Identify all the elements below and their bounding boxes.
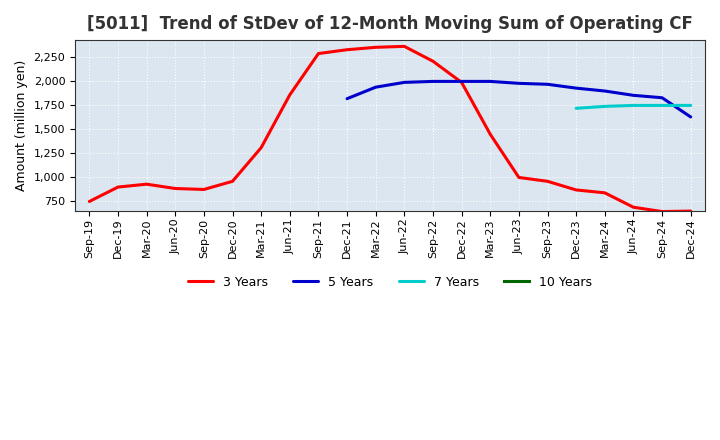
3 Years [285, 92, 294, 98]
5 Years [686, 114, 695, 120]
7 Years [600, 104, 609, 109]
5 Years [343, 96, 351, 101]
5 Years [457, 79, 466, 84]
3 Years [600, 190, 609, 195]
3 Years [171, 186, 179, 191]
3 Years [543, 179, 552, 184]
3 Years [629, 205, 638, 210]
3 Years [143, 182, 151, 187]
3 Years [114, 184, 122, 190]
5 Years [543, 82, 552, 87]
Line: 3 Years: 3 Years [89, 46, 690, 212]
5 Years [400, 80, 409, 85]
3 Years [343, 47, 351, 52]
7 Years [658, 103, 667, 108]
3 Years [572, 187, 580, 193]
3 Years [372, 45, 380, 50]
3 Years [228, 179, 237, 184]
3 Years [199, 187, 208, 192]
5 Years [629, 93, 638, 98]
3 Years [85, 199, 94, 204]
5 Years [572, 85, 580, 91]
3 Years [515, 175, 523, 180]
3 Years [257, 145, 266, 150]
3 Years [314, 51, 323, 56]
5 Years [515, 81, 523, 86]
3 Years [428, 59, 437, 64]
7 Years [686, 103, 695, 108]
Title: [5011]  Trend of StDev of 12-Month Moving Sum of Operating CF: [5011] Trend of StDev of 12-Month Moving… [87, 15, 693, 33]
3 Years [686, 209, 695, 214]
3 Years [486, 132, 495, 137]
Line: 7 Years: 7 Years [576, 106, 690, 108]
5 Years [486, 79, 495, 84]
7 Years [572, 106, 580, 111]
5 Years [372, 84, 380, 90]
Line: 5 Years: 5 Years [347, 81, 690, 117]
3 Years [400, 44, 409, 49]
7 Years [629, 103, 638, 108]
5 Years [428, 79, 437, 84]
3 Years [658, 209, 667, 214]
5 Years [600, 88, 609, 94]
5 Years [658, 95, 667, 100]
Y-axis label: Amount (million yen): Amount (million yen) [15, 60, 28, 191]
Legend: 3 Years, 5 Years, 7 Years, 10 Years: 3 Years, 5 Years, 7 Years, 10 Years [184, 271, 597, 294]
3 Years [457, 80, 466, 85]
